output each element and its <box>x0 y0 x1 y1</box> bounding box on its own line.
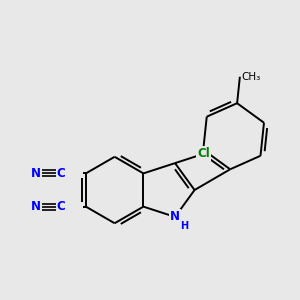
Text: N: N <box>31 167 41 180</box>
Text: N: N <box>31 200 41 213</box>
Text: Cl: Cl <box>197 147 210 161</box>
Text: C: C <box>57 200 65 213</box>
Text: N: N <box>170 210 180 224</box>
Text: H: H <box>180 221 188 231</box>
Text: CH₃: CH₃ <box>242 72 261 82</box>
Text: C: C <box>57 167 65 180</box>
